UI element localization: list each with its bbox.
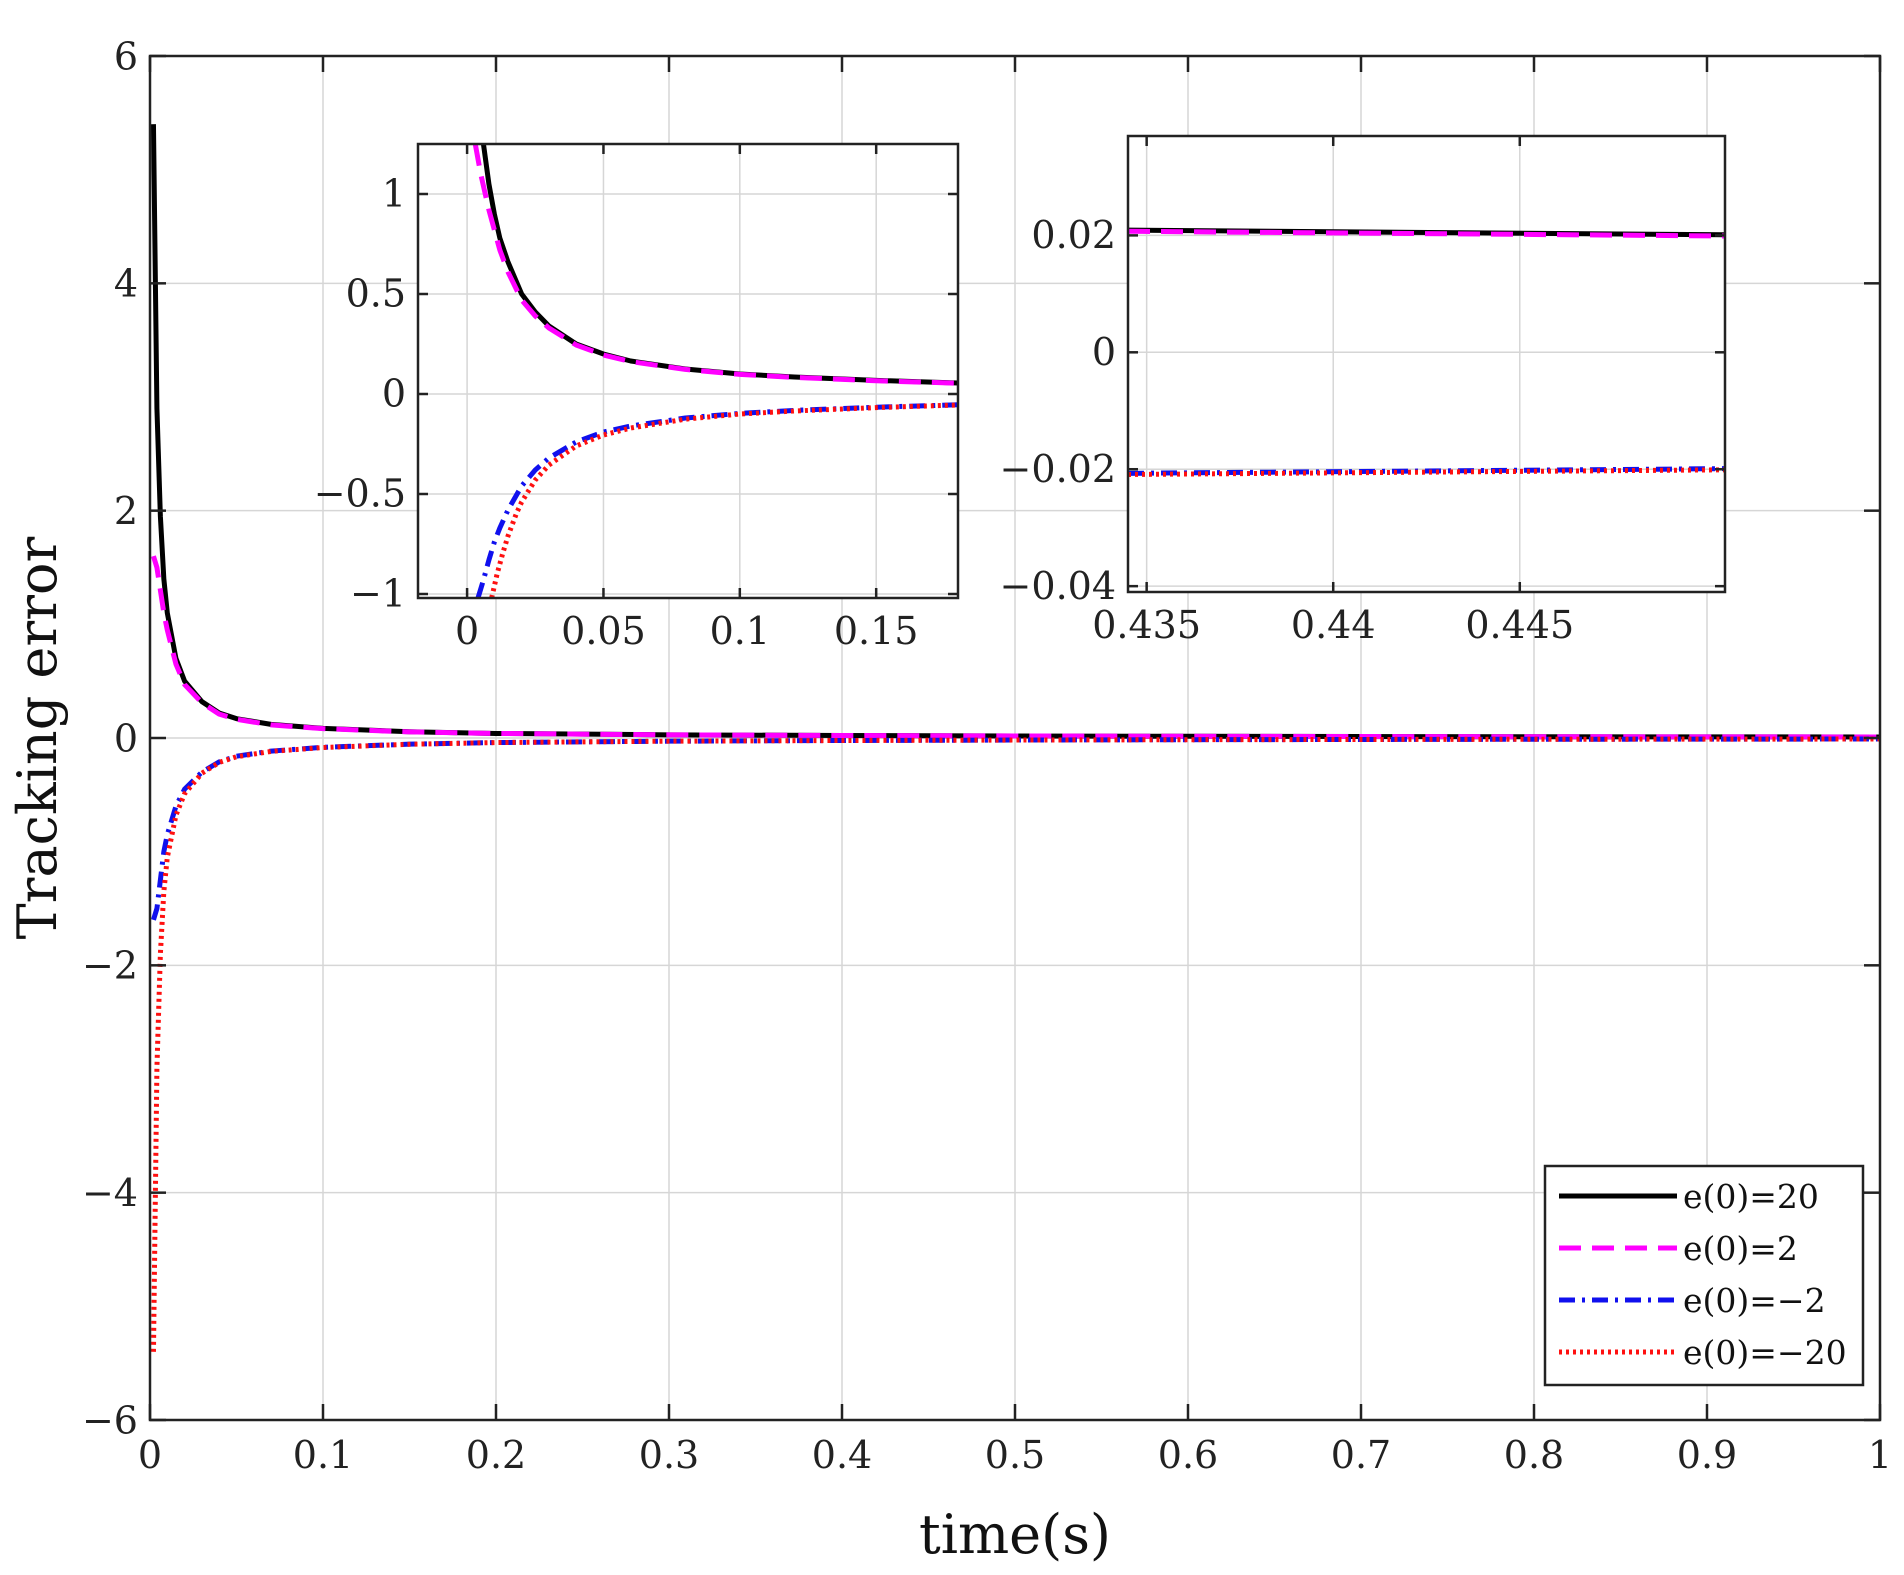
x-tick-label: 0.15	[834, 609, 919, 653]
y-tick-label: 4	[114, 262, 138, 306]
legend-label-2: e(0)=2	[1683, 1229, 1798, 1268]
x-tick-label: 0.44	[1291, 603, 1376, 647]
legend-label-4: e(0)=−20	[1683, 1333, 1847, 1372]
x-tick-label: 0.1	[710, 609, 770, 653]
x-tick-label: 0.435	[1092, 603, 1201, 647]
series-group	[1128, 227, 1725, 477]
x-tick-label: 0.2	[466, 1433, 526, 1477]
series-line-2	[1128, 228, 1725, 239]
series-line-2	[472, 144, 958, 386]
chart-inset2: 0.435 0.44 0.445 −0.04 −0.02 0 0.02	[1000, 134, 1727, 647]
axes-frame	[416, 142, 960, 600]
x-tick-label: 0.4	[812, 1433, 872, 1477]
series-group	[150, 124, 1880, 1352]
y-axis-title: Tracking error	[6, 536, 69, 939]
chart-inset1: 0 0.05 0.1 0.15 −1 −0.5 0 0.5 1	[314, 142, 960, 653]
y-tick-label: 1	[382, 172, 406, 216]
y-tick-label: 0.02	[1031, 213, 1116, 257]
y-tick-label: 0	[114, 716, 138, 760]
y-tick-label: −0.02	[1000, 447, 1116, 491]
y-tick-label: −4	[82, 1171, 138, 1215]
x-tick-label: 0.1	[293, 1433, 353, 1477]
series-line-4	[489, 402, 958, 598]
x-tick-label: 0	[138, 1433, 162, 1477]
y-tick-label: −0.5	[314, 472, 406, 516]
y-tick-label: 6	[114, 34, 138, 78]
legend-label-3: e(0)=−2	[1683, 1281, 1826, 1320]
x-tick-label: 0.445	[1465, 603, 1574, 647]
x-tick-label: 1	[1868, 1433, 1892, 1477]
x-tick-label: 0	[455, 609, 479, 653]
x-tick-label: 0.9	[1677, 1433, 1737, 1477]
y-tick-label: −6	[82, 1398, 138, 1442]
x-tick-label: 0.5	[985, 1433, 1045, 1477]
legend-box	[1543, 1164, 1865, 1387]
x-tick-label: 0.8	[1504, 1433, 1564, 1477]
grid	[418, 144, 958, 598]
legend: e(0)=20 e(0)=2 e(0)=−2 e(0)=−20	[1543, 1164, 1865, 1387]
series-line-4	[1128, 467, 1725, 477]
series-group	[472, 144, 958, 598]
x-axis-title: time(s)	[919, 1503, 1111, 1566]
series-line-2	[151, 555, 1880, 740]
y-tick-label: −2	[82, 944, 138, 988]
y-tick-label: −1	[350, 572, 406, 616]
plot-area	[1128, 136, 1725, 592]
y-tick-label: 0	[1092, 330, 1116, 374]
axes-frame	[1126, 134, 1727, 594]
x-tick-label: 0.7	[1331, 1433, 1391, 1477]
series-line-4	[150, 736, 1880, 1352]
series-line-3	[151, 736, 1880, 921]
y-tick-label: 0	[382, 372, 406, 416]
x-tick-label: 0.05	[561, 609, 646, 653]
x-tick-label: 0.3	[639, 1433, 699, 1477]
legend-label-1: e(0)=20	[1683, 1177, 1819, 1216]
y-tick-label: 2	[114, 489, 138, 533]
y-tick-label: −0.04	[1000, 564, 1116, 608]
x-tick-label: 0.6	[1158, 1433, 1218, 1477]
y-tick-label: 0.5	[346, 272, 406, 316]
